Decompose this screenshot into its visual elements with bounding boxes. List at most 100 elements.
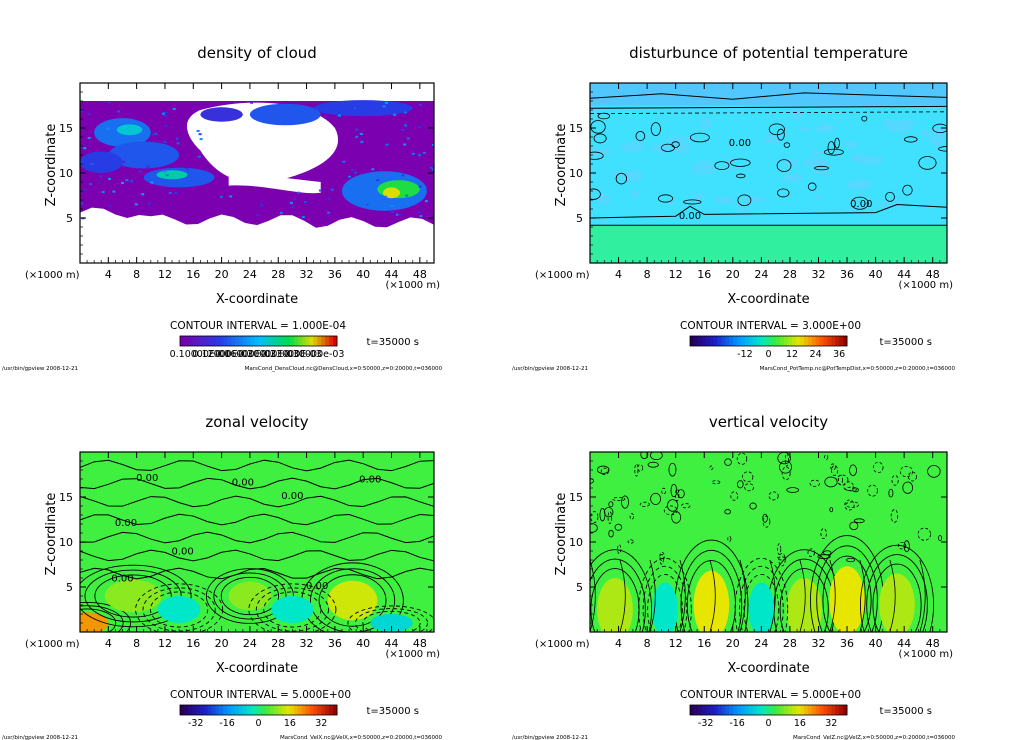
contour-loop: [730, 158, 751, 167]
colorbar-tick-label: 0.20000E-03: [238, 349, 299, 360]
cloud-speckle: [376, 179, 380, 182]
colorbar-segment: [717, 705, 722, 715]
contour-loop: [768, 123, 785, 136]
contour-loop: [736, 480, 744, 489]
contour-line: [638, 557, 692, 632]
x-tick-label: 28: [783, 637, 797, 650]
colorbar-segment: [223, 336, 228, 346]
contour-loop: [714, 161, 730, 171]
contour-line: [590, 568, 640, 632]
cloud-speckle: [390, 211, 394, 214]
colorbar-segment: [211, 336, 216, 346]
colorbar-segment: [690, 336, 695, 346]
contour-line: [135, 583, 224, 632]
footer-left: /usr/bin/gpview 2008-12-21: [512, 366, 588, 372]
cloud-speckle: [161, 112, 165, 115]
colorbar-segment: [258, 705, 263, 715]
velocity-cell: [104, 579, 162, 613]
colorbar-segment: [238, 336, 244, 346]
temp-patch: [811, 149, 823, 156]
colorbar-segment: [301, 336, 307, 346]
contour-loop: [742, 471, 754, 483]
colorbar-tick-label: 32: [825, 718, 837, 729]
colorbar-segment: [183, 705, 189, 715]
colorbar-segment: [811, 336, 817, 346]
colorbar-segment: [819, 705, 824, 715]
contour-loop: [902, 481, 914, 494]
temp-patch: [696, 160, 711, 167]
contour-loop: [807, 548, 815, 558]
temp-patch: [920, 127, 947, 138]
cloud-speckle: [130, 180, 134, 183]
contour-loop: [777, 543, 782, 555]
contour-loop: [711, 480, 721, 485]
contour-loop: [736, 452, 748, 465]
contour-loop: [897, 541, 907, 550]
temp-low-layer: [590, 225, 947, 263]
contour-loop: [671, 511, 682, 524]
contour-loop: [663, 505, 678, 516]
contour-line: [80, 459, 434, 472]
plot-area: [590, 452, 947, 632]
temp-patch: [799, 127, 812, 132]
colorbar-segment: [254, 336, 259, 346]
temp-patch: [782, 173, 803, 182]
colorbar-tick-label: 0.23000E-03: [261, 349, 322, 360]
temp-patch: [740, 196, 766, 203]
colorbar-segment: [835, 336, 840, 346]
contour-label: 0.00: [111, 574, 133, 585]
colorbar-segment: [811, 705, 817, 715]
contour-loop: [777, 188, 790, 198]
colorbar-segment: [325, 705, 330, 715]
colorbar-segment: [741, 336, 746, 346]
x-tick-label: 20: [215, 268, 229, 281]
temp-patch: [665, 136, 690, 143]
footer-right: MarsCond_VelZ.nc@VelZ,x=0:50000,z=0:2000…: [793, 735, 956, 740]
contour-loop: [885, 191, 895, 202]
contour-line: [318, 574, 387, 627]
colorbar-segment: [234, 336, 240, 346]
colorbar-segment: [231, 705, 236, 715]
time-label: t=35000 s: [880, 337, 933, 348]
contour-loop: [830, 463, 836, 471]
cloud-speckle: [405, 194, 409, 197]
colorbar-segment: [223, 705, 228, 715]
contour-line: [80, 608, 117, 632]
contour-loop: [590, 188, 601, 200]
cloud-speckle: [424, 200, 428, 203]
velocity-cell: [228, 581, 272, 611]
x-tick-label: 4: [615, 268, 622, 281]
contour-loop: [827, 141, 835, 155]
cloud-speckle: [80, 145, 84, 148]
colorbar-tick-label: -16: [729, 718, 745, 729]
colorbar-segment: [748, 705, 754, 715]
colorbar-segment: [839, 336, 844, 346]
velocity-cell: [879, 573, 915, 632]
colorbar-segment: [788, 705, 793, 715]
colorbar-segment: [701, 336, 707, 346]
cloud-core: [116, 124, 143, 136]
colorbar-segment: [297, 336, 303, 346]
colorbar-frame: [179, 704, 338, 716]
cloud-patch: [80, 151, 123, 173]
temp-patch: [621, 141, 645, 153]
colorbar-segment: [693, 336, 699, 346]
contour-line: [84, 569, 182, 623]
cloud-speckle: [83, 188, 87, 191]
contour-line: [799, 559, 806, 632]
contour-loop: [850, 196, 869, 210]
colorbar-segment: [246, 705, 252, 715]
contour-line: [739, 559, 746, 632]
colorbar-segment: [795, 705, 801, 715]
colorbar-segment: [756, 705, 762, 715]
temp-patch: [929, 135, 944, 146]
colorbar-segment: [266, 336, 271, 346]
colorbar-tick-label: 12: [786, 349, 798, 360]
cloud-speckle: [176, 142, 180, 145]
plot-area: 0.00 0.00 0.00: [590, 83, 947, 263]
y-axis-label: Z-coordinate: [44, 493, 59, 576]
contour-loop: [938, 535, 943, 542]
colorbar-segment: [823, 336, 828, 346]
time-label: t=35000 s: [367, 706, 420, 717]
colorbar-tick-label: 32: [315, 718, 327, 729]
